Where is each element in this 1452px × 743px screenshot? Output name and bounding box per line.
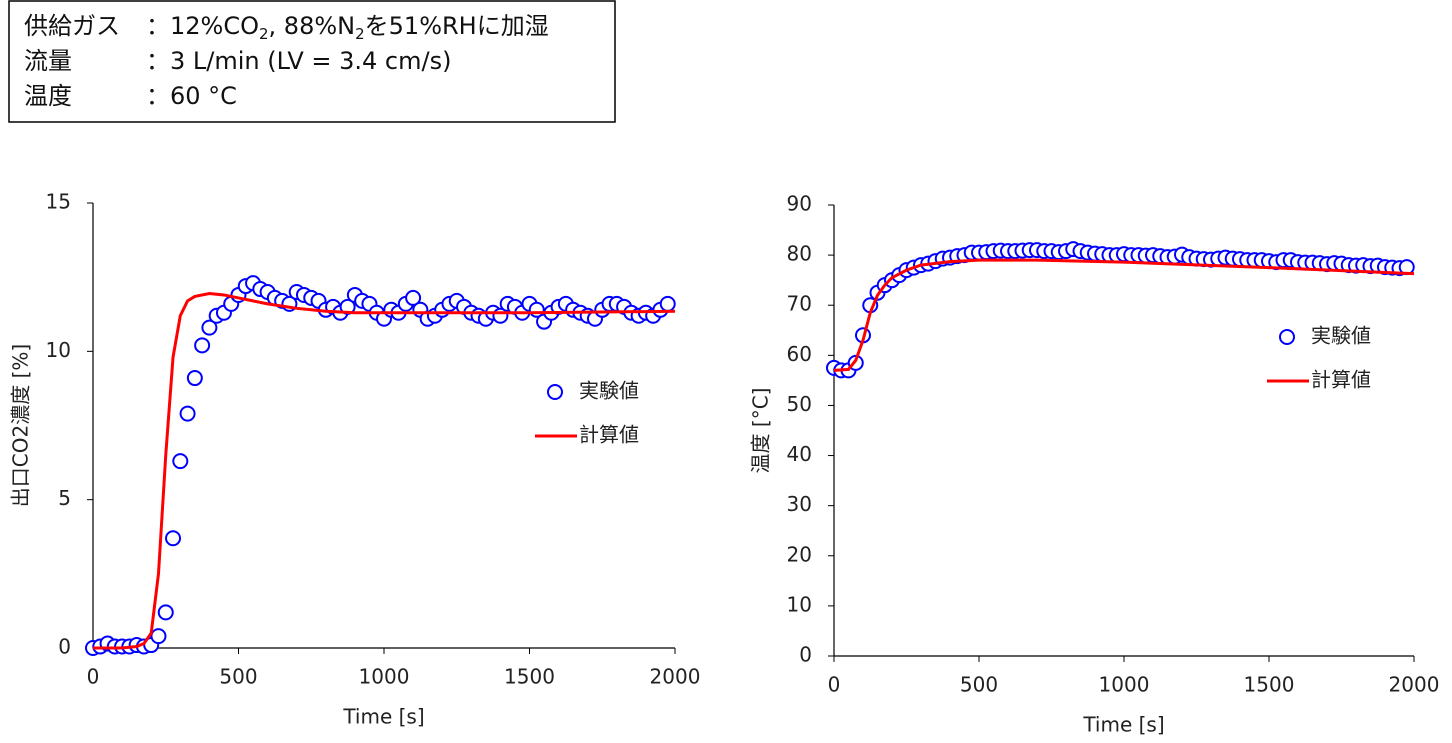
info-label: 流量 [24,47,72,75]
data-point [150,628,167,645]
calc-line [833,258,1415,372]
y-axis-label: 出口CO2濃度 [%] [9,344,33,507]
info-run: ：60 °C [146,82,237,110]
y-tick-label: 20 [787,542,812,566]
info-run: , 88%N [269,12,356,40]
legend-label: 計算値 [579,423,639,447]
y-axis-label: 温度 [°C] [749,388,773,474]
legend-label: 実験値 [1311,324,1371,348]
data-point [179,405,196,422]
info-run: を51%RHに加湿 [365,12,549,40]
x-tick-label: 500 [960,673,998,697]
x-tick-label: 1500 [504,665,555,689]
info-label: 供給ガス [24,12,120,40]
y-tick-label: 30 [787,492,812,516]
info-value: ：3 L/min (LV = 3.4 cm/s) [146,47,451,75]
data-point [165,530,182,547]
y-tick-label: 0 [799,643,812,667]
y-tick-label: 70 [787,292,812,316]
data-point [659,295,676,312]
legend-label: 実験値 [579,379,639,403]
x-axis-label: Time [s] [1082,713,1164,737]
data-point [194,337,211,354]
y-tick-label: 50 [787,392,812,416]
info-run: ：3 L/min (LV = 3.4 cm/s) [146,47,451,75]
data-point [186,370,203,387]
data-point [201,319,218,336]
data-point [172,453,189,470]
x-tick-label: 0 [828,673,841,697]
x-tick-label: 1000 [359,665,410,689]
x-tick-label: 0 [87,665,100,689]
legend-marker [547,384,563,400]
info-run: 2 [355,25,365,43]
x-tick-label: 500 [219,665,257,689]
y-tick-label: 5 [58,486,71,510]
x-tick-label: 2000 [1389,673,1440,697]
calc-line [93,291,676,650]
y-tick-label: 80 [787,242,812,266]
y-tick-label: 0 [58,635,71,659]
x-axis-label: Time [s] [342,705,424,729]
info-value: ：60 °C [146,82,237,110]
y-tick-label: 90 [787,192,812,216]
info-run: 2 [259,25,269,43]
data-point [157,604,174,621]
y-tick-label: 60 [787,342,812,366]
y-tick-label: 10 [46,338,71,362]
y-tick-label: 40 [787,442,812,466]
y-tick-label: 10 [787,592,812,616]
info-label: 温度 [24,82,72,110]
x-tick-label: 1000 [1099,673,1150,697]
data-point [405,289,422,306]
info-value: ：12%CO2, 88%N2を51%RHに加湿 [146,12,549,43]
legend-marker [1279,329,1295,345]
info-run: ：12%CO [146,12,259,40]
y-tick-label: 15 [46,190,71,214]
info-frame [8,0,616,123]
x-tick-label: 1500 [1244,673,1295,697]
x-tick-label: 2000 [650,665,701,689]
legend-label: 計算値 [1311,368,1371,392]
